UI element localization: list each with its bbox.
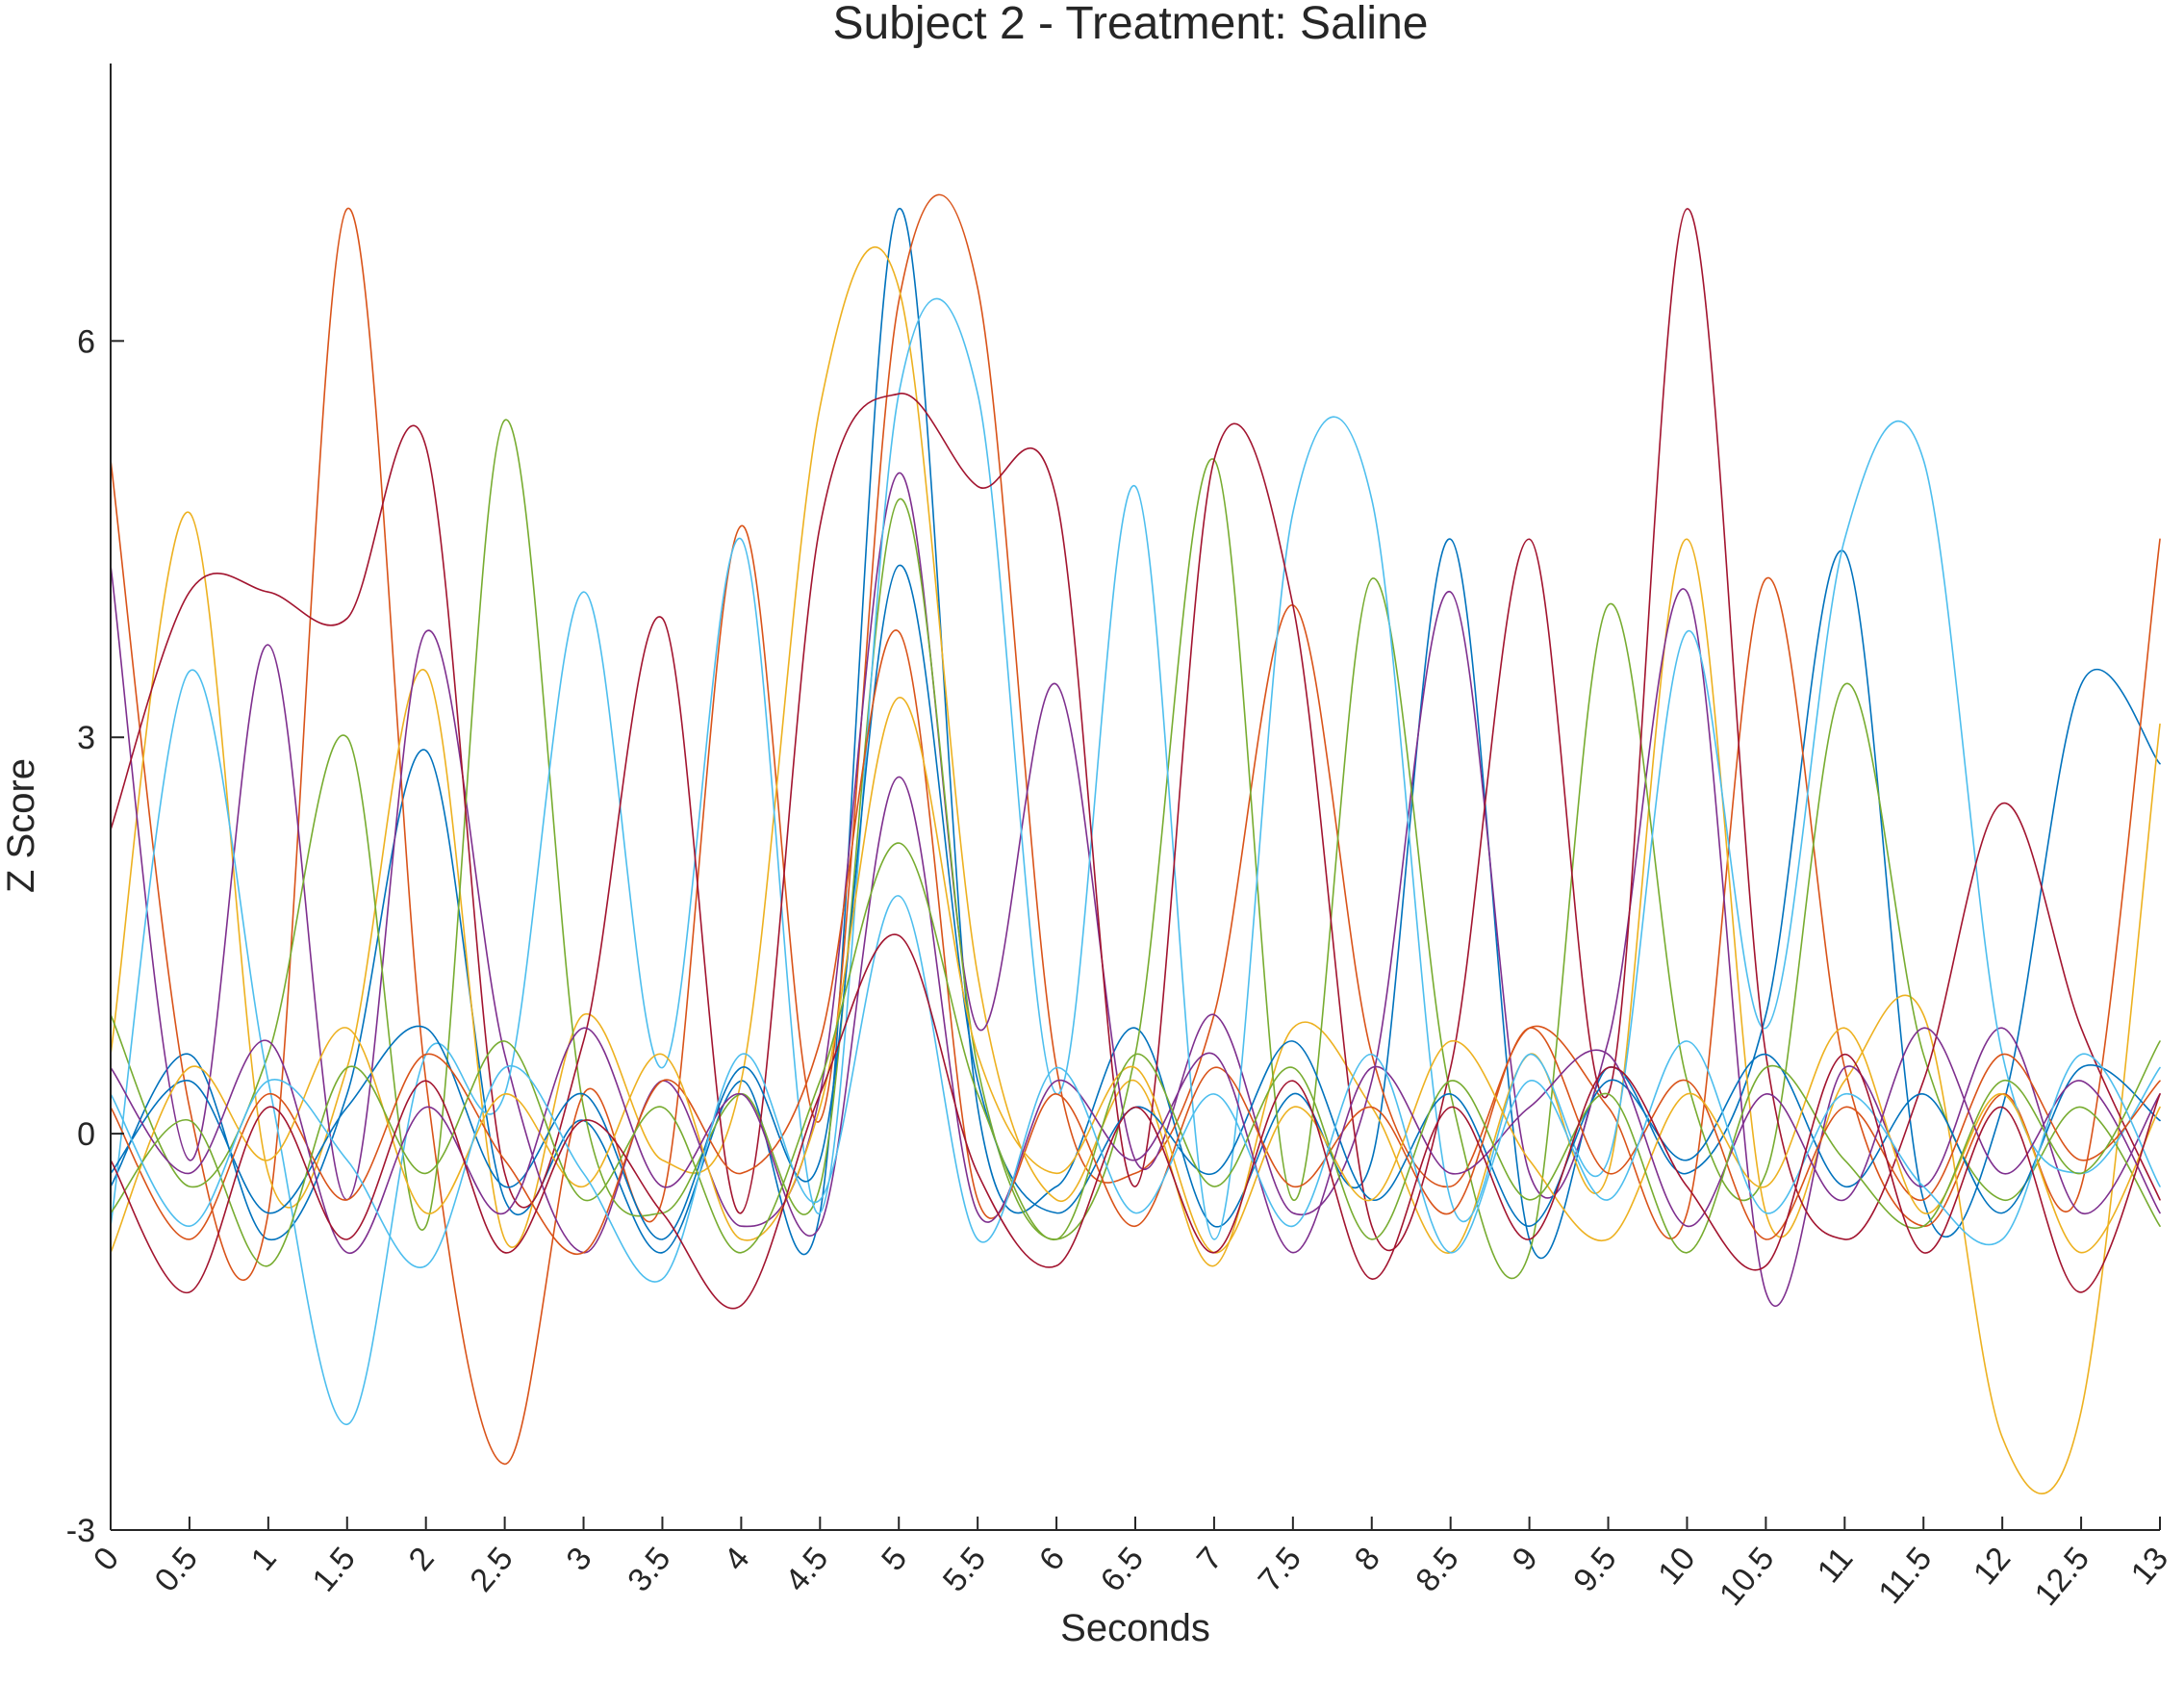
x-tick-label: 10.5: [1713, 1541, 1782, 1613]
x-tick-label: 2.5: [463, 1541, 520, 1599]
x-tick-label: 7: [1190, 1541, 1230, 1578]
x-tick-label: 6.5: [1094, 1541, 1151, 1599]
x-axis-label: Seconds: [1060, 1607, 1210, 1649]
x-tick-label: 12.5: [2028, 1541, 2097, 1613]
x-tick-label: 2: [402, 1541, 442, 1578]
x-tick-label: 11: [1811, 1541, 1861, 1590]
x-tick-label: 9.5: [1566, 1541, 1623, 1599]
series-line-4: [110, 472, 2161, 1307]
x-tick-labels: 0 0.5 1 1.5 2 2.5 3 3.5 4 4.5 5 5.5 6 6.5 7 7.5 8 8.5 9 9.5…: [87, 1541, 2175, 1613]
y-tick-label: 6: [77, 323, 95, 360]
x-tick-label: 1: [244, 1541, 284, 1578]
x-tick-label: 13: [2124, 1541, 2175, 1592]
series-line-13: [110, 895, 2161, 1283]
x-tick-label: 1.5: [305, 1541, 362, 1599]
x-tick-label: 10: [1651, 1541, 1702, 1592]
x-tick-label: 4: [717, 1541, 756, 1578]
x-tick-label: 4.5: [778, 1541, 835, 1599]
series-line-10: [110, 697, 2161, 1254]
x-tick-label: 5: [875, 1541, 914, 1578]
x-tick-label: 3: [559, 1541, 598, 1578]
series-line-3: [110, 246, 2161, 1495]
series-line-8: [110, 564, 2161, 1240]
x-tick-label: 9: [1505, 1541, 1544, 1578]
series-line-6: [110, 297, 2161, 1426]
series-line-11: [110, 776, 2161, 1254]
series-line-12: [110, 842, 2161, 1267]
y-tick-labels: -3 0 3 6: [66, 323, 95, 1549]
x-tick-label: 7.5: [1251, 1541, 1308, 1599]
x-tick-label: 8.5: [1409, 1541, 1465, 1599]
y-axis-label: Z Score: [0, 758, 42, 893]
x-tick-label: 11.5: [1871, 1541, 1939, 1611]
x-tick-label: 8: [1348, 1541, 1387, 1578]
series-line-5: [110, 419, 2161, 1280]
y-tick-label: -3: [66, 1513, 95, 1549]
y-tick-label: 0: [77, 1116, 95, 1153]
series-layer: [110, 193, 2161, 1495]
x-tick-label: 5.5: [936, 1541, 993, 1599]
x-tick-label: 3.5: [621, 1541, 677, 1599]
x-tick-label: 12: [1967, 1541, 2018, 1592]
series-line-7: [110, 208, 2161, 1252]
y-tick-label: 3: [77, 720, 95, 756]
series-line-14: [110, 933, 2161, 1310]
x-tick-label: 0.5: [148, 1541, 205, 1599]
x-tick-label: 6: [1032, 1541, 1072, 1578]
series-line-1: [110, 208, 2161, 1260]
chart-title: Subject 2 - Treatment: Saline: [833, 0, 1429, 49]
axes-layer: [110, 64, 2161, 1531]
series-line-9: [110, 629, 2161, 1256]
series-line-2: [110, 193, 2161, 1466]
